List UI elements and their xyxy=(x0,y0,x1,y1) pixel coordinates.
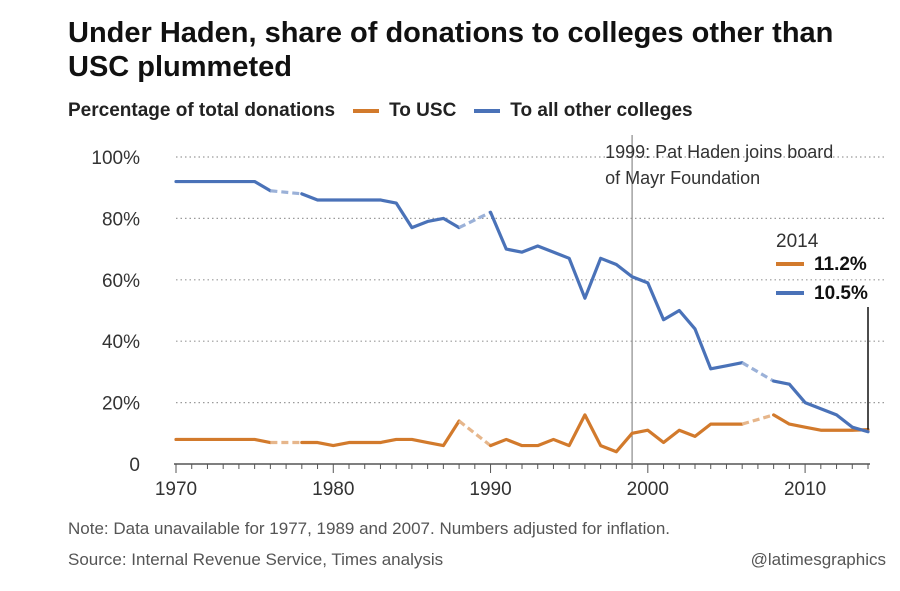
footnote: Note: Data unavailable for 1977, 1989 an… xyxy=(68,519,671,538)
legend-swatch-usc xyxy=(353,109,380,113)
gap-segment-other xyxy=(270,189,302,196)
series-line-usc xyxy=(772,413,870,432)
y-tick-label: 40% xyxy=(102,332,140,353)
series-lines xyxy=(174,179,870,454)
gridlines xyxy=(176,156,884,404)
x-tick-label: 1990 xyxy=(469,479,511,500)
legend-item-other: To all other colleges xyxy=(474,100,693,122)
line-chart: 0 20% 40% 60% 80% 100% 1970 1980 1990 2000 2010 1… xyxy=(91,135,884,500)
x-axis: 1970 1980 1990 2000 2010 xyxy=(155,463,870,500)
legend-item-usc: To USC xyxy=(353,100,456,122)
y-tick-label: 0 xyxy=(129,455,140,476)
x-tick-label: 1970 xyxy=(155,479,197,500)
y-tick-label: 80% xyxy=(102,209,140,230)
end-value-usc: 11.2% xyxy=(814,254,867,275)
source-line: Source: Internal Revenue Service, Times … xyxy=(68,550,444,569)
x-tick-label: 2000 xyxy=(627,479,669,500)
y-axis-label: Percentage of total donations xyxy=(68,100,336,121)
end-value-other: 10.5% xyxy=(814,283,868,304)
gap-segment-usc xyxy=(458,419,492,447)
x-tick-label: 1980 xyxy=(312,479,354,500)
end-labels: 2014 11.2% 10.5% xyxy=(776,231,869,430)
legend-label-usc: To USC xyxy=(389,100,457,121)
chart-title: Under Haden, share of donations to colle… xyxy=(68,17,834,83)
event-marker: 1999: Pat Haden joins board of Mayr Foun… xyxy=(605,135,833,464)
legend: Percentage of total donations To USC To … xyxy=(68,96,693,126)
gap-segment-other xyxy=(741,361,775,383)
gap-segment-other xyxy=(458,210,492,230)
series-line-other xyxy=(300,192,461,230)
credit-line: @latimesgraphics xyxy=(750,550,886,569)
series-line-other xyxy=(174,179,272,193)
series-line-other xyxy=(772,379,870,434)
legend-label-other: To all other colleges xyxy=(510,100,693,121)
end-year-label: 2014 xyxy=(776,231,819,252)
y-tick-label: 100% xyxy=(91,148,140,169)
series-line-usc xyxy=(174,437,272,445)
event-label-line2: of Mayr Foundation xyxy=(605,168,760,188)
series-line-usc xyxy=(300,419,461,448)
series-line-other xyxy=(488,210,744,371)
y-axis-ticks: 0 20% 40% 60% 80% 100% xyxy=(91,148,140,476)
legend-swatch-other xyxy=(474,109,501,113)
x-tick-label: 2010 xyxy=(784,479,826,500)
gap-segment-usc xyxy=(741,413,775,426)
y-tick-label: 20% xyxy=(102,394,140,415)
series-line-usc xyxy=(488,413,744,454)
y-tick-label: 60% xyxy=(102,271,140,292)
event-label-line1: 1999: Pat Haden joins board xyxy=(605,142,833,162)
